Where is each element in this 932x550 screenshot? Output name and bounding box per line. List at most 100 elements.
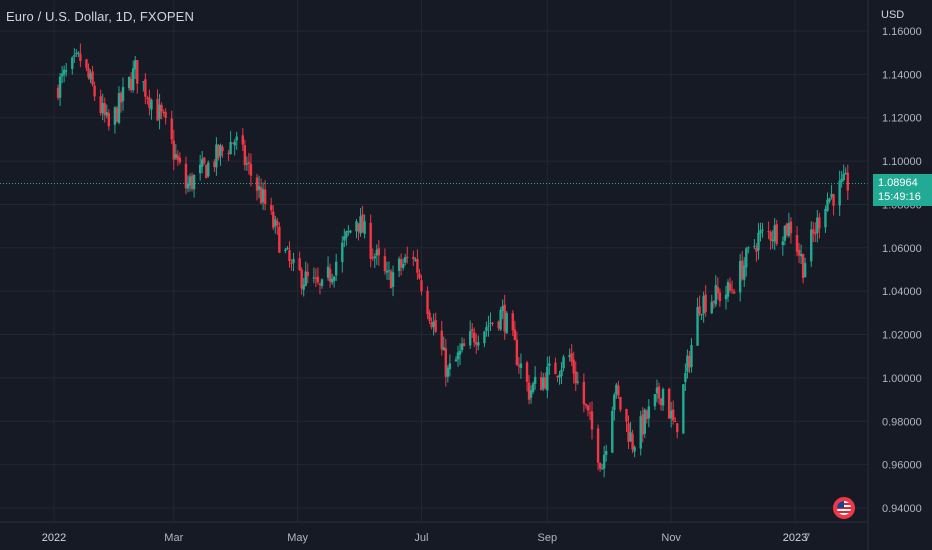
candle-down (434, 320, 437, 332)
candle-up (529, 390, 533, 398)
candle-down (657, 386, 661, 399)
candle-down (572, 359, 575, 374)
candle-up (330, 278, 334, 283)
candle-up (773, 225, 776, 242)
candle-up (312, 277, 316, 279)
candle-up (787, 223, 791, 236)
symbol-title[interactable]: Euro / U.S. Dollar, 1D, FXOPEN (6, 9, 194, 24)
y-tick-label: 1.02000 (882, 330, 922, 342)
candle-down (190, 175, 194, 189)
candle-down (361, 214, 364, 233)
candle-down (590, 411, 594, 430)
candle-down (475, 342, 478, 345)
candle-down (659, 398, 663, 405)
candle-up (669, 410, 673, 419)
candle-down (641, 414, 644, 435)
candle-down (217, 144, 220, 158)
candle-up (341, 242, 344, 263)
candle-down (497, 321, 500, 329)
y-tick-label: 1.00000 (882, 373, 922, 385)
last-price-badge: 1.08964 15:49:16 (873, 174, 932, 206)
y-tick-label: 1.10000 (882, 156, 922, 168)
candle-down (416, 258, 419, 273)
candle-down (674, 421, 677, 423)
candle-up (562, 356, 565, 369)
candle-down (205, 165, 208, 179)
candle-down (554, 362, 557, 375)
candle-up (747, 247, 750, 249)
x-tick-label: May (287, 532, 308, 544)
candle-down (513, 329, 517, 341)
x-tick-label: Nov (661, 532, 681, 544)
candle-down (730, 289, 734, 291)
candle-up (690, 345, 693, 368)
candle-up (826, 199, 829, 212)
candle-down (270, 205, 273, 211)
candle-down (517, 365, 521, 367)
candle-up (643, 409, 646, 434)
candle-up (355, 221, 358, 232)
candle-up (724, 294, 728, 300)
candle-up (349, 230, 352, 233)
candle-up (198, 164, 202, 174)
candle-up (207, 162, 210, 177)
candle-up (101, 103, 104, 114)
candle-down (160, 105, 163, 112)
candle-down (203, 157, 206, 164)
candle-up (824, 209, 827, 228)
candle-up (745, 248, 748, 268)
candle-down (785, 223, 789, 236)
candle-up (700, 314, 703, 316)
candle-up (629, 432, 632, 442)
candle-up (150, 99, 153, 110)
candle-up (414, 259, 417, 261)
candle-down (503, 304, 506, 332)
candle-down (170, 118, 173, 140)
candle-down (471, 329, 474, 332)
x-tick-label: Sep (538, 532, 558, 544)
candle-up (842, 173, 845, 181)
candle-down (570, 353, 573, 362)
candle-down (617, 385, 620, 396)
candle-down (741, 260, 744, 280)
candle-down (462, 343, 466, 347)
candle-up (613, 394, 616, 411)
candle-up (661, 388, 665, 406)
candle-up (702, 296, 705, 314)
candle-up (71, 57, 74, 70)
candle-down (444, 348, 448, 377)
us-flag-icon[interactable] (833, 497, 855, 519)
candle-down (148, 97, 151, 108)
candle-up (219, 145, 222, 156)
candle-down (357, 223, 360, 232)
candle-up (117, 93, 121, 123)
candle-down (129, 78, 133, 91)
candle-down (712, 301, 715, 303)
candle-down (631, 433, 634, 450)
candle-down (582, 381, 586, 405)
candle-up (838, 180, 841, 206)
candle-up (761, 229, 764, 231)
candle-up (432, 321, 435, 327)
candle-up (215, 144, 218, 168)
candle-up (446, 367, 450, 377)
candle-up (468, 331, 472, 346)
candle-up (830, 193, 833, 198)
candle-up (489, 323, 492, 325)
candle-up (401, 263, 405, 268)
candle-down (115, 107, 119, 122)
candle-up (320, 279, 324, 286)
candle-down (491, 322, 494, 324)
candle-down (249, 163, 253, 176)
candle-down (231, 142, 234, 144)
candle-down (162, 111, 165, 113)
candle-up (359, 216, 362, 234)
candle-down (91, 71, 94, 85)
flag-stripes (837, 501, 851, 515)
candle-up (460, 343, 464, 351)
candle-down (645, 410, 648, 420)
candle-down (399, 259, 403, 268)
candle-up (456, 352, 460, 360)
candle-up (771, 239, 774, 242)
